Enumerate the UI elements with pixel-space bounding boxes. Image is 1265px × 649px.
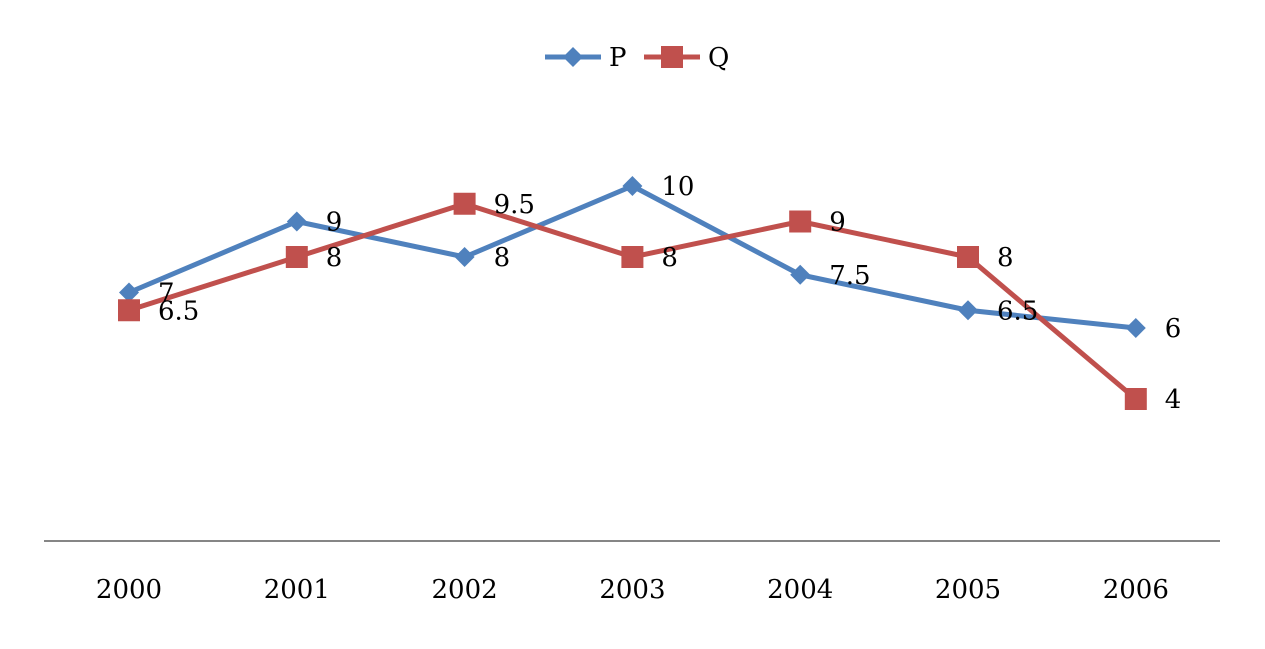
x-tick-label-2002: 2002: [432, 575, 498, 605]
legend-marker-Q: [661, 46, 683, 68]
data-label-P-2003: 10: [661, 172, 694, 202]
legend-label-Q: Q: [708, 43, 729, 73]
x-tick-label-2004: 2004: [767, 575, 833, 605]
point-P-2002: [454, 247, 475, 267]
data-label-P-2000: 7: [158, 279, 175, 309]
x-tick-label-2000: 2000: [96, 575, 162, 605]
data-label-P-2002: 8: [494, 243, 511, 273]
legend-label-P: P: [609, 43, 627, 73]
x-tick-label-2003: 2003: [599, 575, 665, 605]
data-label-P-2005: 6.5: [997, 296, 1038, 326]
data-label-P-2001: 9: [326, 208, 343, 238]
x-axis-tick-labels: 2000 2001 2002 2003 2004 2005 2006: [96, 575, 1169, 605]
point-P-2004: [790, 264, 811, 285]
point-Q-2001: [285, 246, 308, 268]
legend-marker-P: [563, 47, 583, 67]
x-tick-label-2001: 2001: [264, 575, 330, 605]
point-Q-2005: [957, 246, 979, 268]
point-Q-2004: [789, 210, 812, 233]
data-label-Q-2004: 9: [829, 208, 846, 238]
point-P-2006: [1125, 318, 1146, 338]
series-markers: [118, 176, 1147, 410]
series-line-Q: [128, 201, 1138, 401]
point-P-2005: [958, 300, 978, 321]
point-Q-2002: [453, 192, 476, 215]
data-label-Q-2002: 9.5: [494, 190, 535, 220]
point-Q-2006: [1124, 388, 1147, 410]
point-Q-2003: [621, 246, 644, 268]
data-label-Q-2000: 6.5: [158, 296, 199, 326]
data-label-Q-2003: 8: [661, 243, 678, 273]
x-tick-label-2006: 2006: [1103, 575, 1169, 605]
point-P-2000: [119, 282, 139, 303]
point-P-2003: [622, 176, 643, 196]
data-labels: 7 9 8 10 7.5 6.5 6 6.5 8 9.5 8 9 8 4: [158, 172, 1181, 415]
series-lines: [128, 183, 1138, 401]
data-label-Q-2005: 8: [997, 243, 1014, 273]
x-tick-label-2005: 2005: [935, 575, 1001, 605]
data-label-P-2004: 7.5: [829, 261, 870, 291]
data-label-Q-2006: 4: [1165, 385, 1182, 415]
data-label-Q-2001: 8: [326, 243, 343, 273]
data-label-P-2006: 6: [1165, 314, 1182, 344]
point-P-2001: [286, 211, 307, 232]
point-Q-2000: [118, 299, 140, 322]
